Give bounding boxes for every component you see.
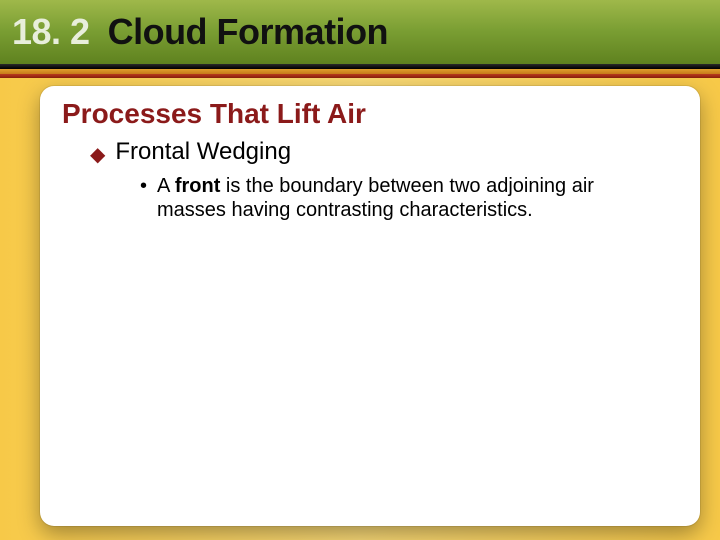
text-suffix: is the boundary between two adjoining ai… — [157, 175, 594, 221]
diamond-bullet-icon: ◆ — [90, 145, 105, 165]
bullet-text: Frontal Wedging — [115, 138, 291, 166]
header-underline — [0, 74, 720, 78]
dot-bullet-icon: • — [140, 176, 147, 196]
bullet-text: A front is the boundary between two adjo… — [157, 174, 638, 222]
content-panel: Processes That Lift Air ◆ Frontal Wedgin… — [40, 86, 700, 526]
text-prefix: A — [157, 175, 175, 197]
section-title: Cloud Formation — [108, 11, 388, 53]
header-band: 18. 2 Cloud Formation — [0, 0, 720, 64]
subheading: Processes That Lift Air — [62, 98, 668, 130]
slide: 18. 2 Cloud Formation Processes That Lif… — [0, 0, 720, 540]
section-number: 18. 2 — [12, 11, 90, 53]
text-bold: front — [175, 175, 221, 197]
list-item: • A front is the boundary between two ad… — [140, 174, 638, 222]
list-item: ◆ Frontal Wedging — [90, 138, 668, 166]
